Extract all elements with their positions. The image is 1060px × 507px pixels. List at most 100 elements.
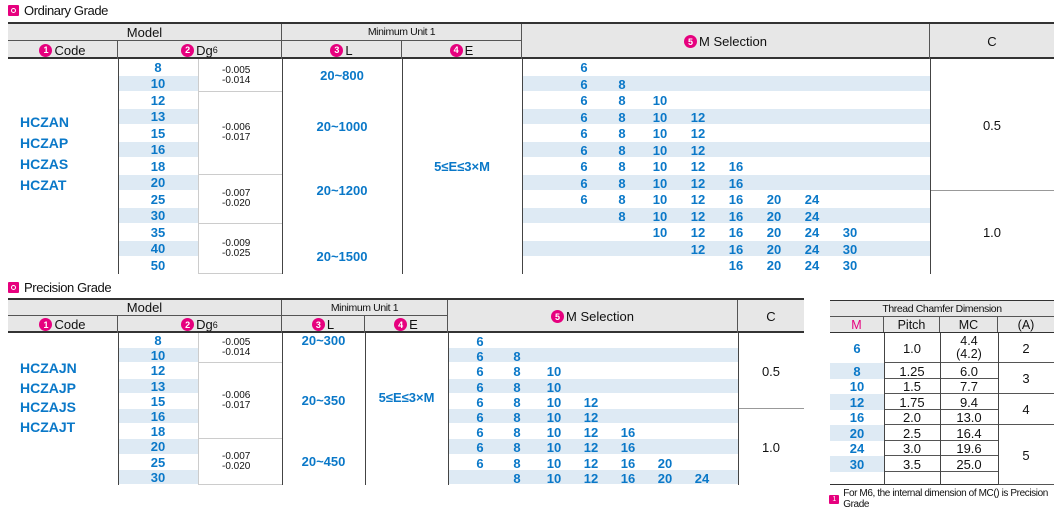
column-divider	[738, 333, 739, 485]
m-value: 12	[690, 225, 706, 240]
column-divider	[522, 59, 523, 274]
column-divider	[198, 333, 199, 485]
m-value: 8	[513, 379, 521, 395]
m-value: 16	[620, 425, 636, 441]
thread-a-value: 3	[1022, 371, 1030, 386]
thread-pitch: 3.5	[902, 456, 922, 472]
m-value: 12	[690, 142, 706, 158]
thread-mc: 19.6	[956, 441, 982, 456]
e-value: 5≤E≤3×M	[378, 389, 435, 405]
m-value: 12	[690, 208, 706, 224]
ordinary-table-body: -0.005 -0.014 -0.006 -0.017 -0.007 -0.020 -0.0…	[8, 59, 1054, 274]
m-value: 24	[694, 470, 710, 486]
m-value: 16	[728, 192, 744, 207]
code-header: 1 Code	[8, 316, 118, 333]
model-header: Model	[8, 24, 282, 41]
m-value: 6	[580, 192, 588, 207]
product-code: HCZAJN	[20, 360, 77, 376]
m-value: 16	[728, 241, 744, 257]
l-value: 20~800	[320, 67, 364, 83]
m-value: 6	[476, 410, 484, 425]
m-value: 16	[728, 225, 744, 240]
dg-value: 16	[150, 409, 166, 425]
m-value: 6	[476, 425, 484, 441]
l-value: 20~350	[301, 393, 346, 409]
m-value: 16	[620, 470, 636, 486]
thread-a-cell	[998, 363, 1054, 394]
thread-m: 20	[830, 425, 884, 441]
thread-title: Thread Chamfer Dimension	[830, 301, 1054, 317]
m-value: 8	[513, 349, 521, 365]
m-value: 8	[618, 208, 626, 224]
column-divider	[884, 333, 885, 485]
product-code: HCZAN	[20, 114, 69, 131]
tolerance-value: -0.005 -0.014	[222, 65, 250, 86]
note-badge: 1	[829, 494, 840, 504]
thread-pitch-header: Pitch	[884, 317, 940, 332]
tolerance-upper: -0.006	[222, 122, 251, 134]
table-row	[8, 257, 1054, 274]
m-value: 12	[583, 440, 599, 456]
tolerance-value: -0.006 -0.017	[222, 391, 250, 411]
thread-mc: 13.0	[956, 410, 982, 425]
thread-m-header: M	[830, 317, 884, 332]
thread-m: 10	[830, 379, 884, 394]
m-value: 30	[842, 225, 858, 240]
thread-pitch: 2.5	[902, 425, 922, 441]
tolerance-lower: -0.025	[222, 247, 251, 259]
e-value: 5≤E≤3×M	[434, 158, 490, 174]
thread-row	[830, 363, 1054, 379]
m-badge: 5	[551, 310, 565, 323]
code-badge: 1	[39, 43, 53, 57]
code-cell	[8, 333, 118, 485]
tolerance-cell	[198, 92, 282, 175]
m-value: 20	[766, 258, 782, 273]
column-divider	[118, 333, 119, 485]
tolerance-value: -0.007 -0.020	[222, 189, 250, 209]
m-value: 24	[804, 258, 820, 273]
thread-mc: 7.7	[959, 379, 979, 394]
dg-value: 25	[150, 454, 166, 470]
m-value: 12	[690, 126, 706, 141]
dg-value: 18	[150, 424, 166, 440]
c-value: 0.5	[982, 117, 1002, 133]
min-unit-header: Minimum Unit 1	[282, 24, 522, 41]
column-divider	[402, 59, 403, 274]
thread-chamfer-table: Thread Chamfer Dimension M Pitch MC (A) …	[830, 300, 1054, 485]
m-value: 10	[546, 440, 562, 456]
m-value: 12	[583, 425, 599, 441]
m-value: 10	[652, 126, 668, 141]
tolerance-lower: -0.017	[222, 400, 251, 412]
m-value: 10	[652, 159, 668, 174]
m-value: 8	[618, 159, 626, 174]
dg-badge: 2	[181, 43, 195, 57]
m-value: 6	[476, 349, 484, 365]
m-value: 20	[766, 208, 782, 224]
dg-value: 10	[150, 76, 166, 92]
m-value: 6	[476, 440, 484, 456]
m-value: 6	[580, 60, 588, 75]
m-value: 16	[728, 258, 744, 273]
dg-value: 20	[150, 175, 166, 191]
m-value: 12	[583, 455, 599, 471]
tolerance-cell	[198, 333, 282, 364]
m-value: 10	[652, 109, 668, 125]
column-divider	[998, 333, 999, 485]
m-value: 20	[766, 192, 782, 207]
thread-row	[830, 410, 1054, 425]
m-value: 8	[513, 394, 521, 410]
l-badge: 3	[330, 43, 344, 57]
table-row	[8, 92, 1054, 109]
m-value: 6	[580, 142, 588, 158]
m-value: 24	[804, 192, 820, 207]
m-value: 16	[728, 175, 744, 191]
dg-value: 20	[150, 439, 166, 455]
m-value: 30	[842, 258, 858, 273]
m-value: 10	[652, 192, 668, 207]
m-value: 6	[580, 76, 588, 92]
m-value: 12	[690, 192, 706, 207]
thread-mc: 9.4	[959, 394, 979, 410]
m-value: 10	[546, 455, 562, 471]
m-value: 12	[583, 470, 599, 486]
